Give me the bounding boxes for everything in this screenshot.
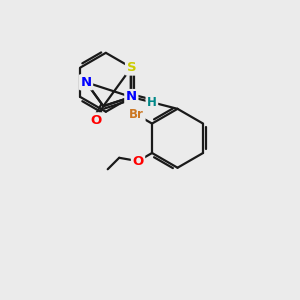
Text: S: S [127, 61, 136, 74]
Text: O: O [90, 114, 101, 127]
Text: H: H [147, 96, 157, 109]
Text: O: O [132, 154, 144, 168]
Text: N: N [80, 76, 92, 89]
Text: N: N [126, 91, 137, 103]
Text: Br: Br [129, 108, 144, 121]
